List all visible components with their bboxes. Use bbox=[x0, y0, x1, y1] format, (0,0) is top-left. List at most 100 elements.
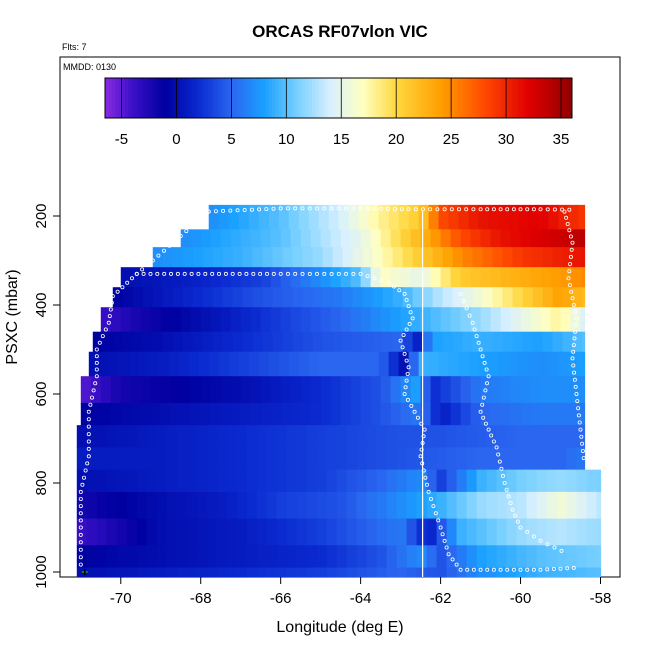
flight-track-point bbox=[189, 224, 194, 229]
heatmap-cell bbox=[230, 376, 242, 404]
heatmap-cell bbox=[406, 447, 418, 471]
heatmap-cell bbox=[186, 425, 198, 448]
heatmap-cell bbox=[226, 567, 238, 578]
heatmap-cell bbox=[476, 545, 488, 569]
heatmap-cell bbox=[126, 469, 138, 493]
heatmap-cell bbox=[428, 351, 440, 377]
heatmap-cell bbox=[460, 402, 472, 426]
flight-track-point bbox=[78, 540, 83, 545]
heatmap-cell bbox=[462, 247, 474, 268]
flight-track-point bbox=[433, 511, 438, 516]
flight-track-point bbox=[571, 363, 576, 368]
flight-track-point bbox=[538, 567, 543, 572]
heatmap-cell bbox=[386, 491, 398, 520]
flight-track-point bbox=[196, 271, 201, 276]
heatmap-cell bbox=[242, 247, 254, 268]
flight-track-point bbox=[456, 207, 461, 212]
heatmap-cell bbox=[250, 376, 262, 404]
heatmap-cell bbox=[220, 376, 232, 404]
heatmap-cell bbox=[156, 447, 168, 471]
flight-track-point bbox=[115, 289, 120, 294]
heatmap-cell bbox=[106, 518, 118, 546]
heatmap-cell bbox=[308, 204, 320, 230]
heatmap-cell bbox=[312, 331, 324, 353]
heatmap-cell bbox=[456, 425, 468, 448]
heatmap-cell bbox=[100, 307, 112, 333]
heatmap-cell bbox=[280, 307, 292, 333]
heatmap-cell bbox=[406, 425, 418, 448]
heatmap-cell bbox=[166, 518, 178, 546]
heatmap-cell bbox=[220, 402, 232, 426]
flight-track-point bbox=[518, 207, 523, 212]
flight-track-point bbox=[406, 304, 411, 309]
heatmap-cell bbox=[176, 469, 188, 493]
heatmap-cell bbox=[446, 469, 458, 493]
colorbar-segment bbox=[455, 78, 460, 118]
heatmap-cell bbox=[196, 518, 208, 546]
heatmap-cell bbox=[560, 267, 572, 288]
flight-track-point bbox=[91, 388, 96, 393]
heatmap-cell bbox=[482, 331, 494, 353]
y-tick-label: 600 bbox=[33, 381, 50, 406]
heatmap-cell bbox=[430, 267, 442, 288]
heatmap-cell bbox=[266, 469, 278, 493]
flight-track-point bbox=[237, 271, 242, 276]
colorbar-tick-label: 30 bbox=[498, 131, 515, 148]
colorbar-segment bbox=[488, 78, 493, 118]
heatmap-cell bbox=[526, 545, 538, 569]
flight-track-point bbox=[402, 351, 407, 356]
heatmap-cell bbox=[436, 469, 448, 493]
heatmap-cell bbox=[266, 545, 278, 569]
heatmap-cell bbox=[596, 567, 602, 578]
heatmap-cell bbox=[232, 331, 244, 353]
flight-track-point bbox=[379, 278, 384, 283]
flight-track-point bbox=[579, 434, 584, 439]
heatmap-cell bbox=[576, 447, 586, 471]
heatmap-cell bbox=[452, 247, 464, 268]
colorbar-segment bbox=[468, 78, 473, 118]
flight-track-point bbox=[94, 360, 99, 365]
heatmap-cell bbox=[596, 518, 602, 546]
heatmap-cell bbox=[76, 469, 88, 493]
heatmap-cell bbox=[150, 267, 162, 288]
heatmap-cell bbox=[456, 469, 468, 493]
flight-track-point bbox=[478, 409, 483, 414]
heatmap-cell bbox=[396, 567, 408, 578]
flight-track-point bbox=[531, 534, 536, 539]
date-note: MMDD: 0130 bbox=[63, 62, 116, 72]
heatmap-cell bbox=[250, 267, 262, 288]
heatmap-cell bbox=[280, 376, 292, 404]
heatmap-cell bbox=[180, 402, 192, 426]
heatmap-cell bbox=[400, 402, 412, 426]
colorbar-segment bbox=[368, 78, 373, 118]
flight-track-point bbox=[206, 209, 211, 214]
heatmap-cell bbox=[462, 287, 474, 308]
heatmap-cell bbox=[146, 469, 158, 493]
heatmap-cell bbox=[86, 425, 98, 448]
flight-track-point bbox=[78, 532, 83, 537]
heatmap-cell bbox=[536, 491, 548, 520]
heatmap-cell bbox=[496, 469, 508, 493]
heatmap-cell bbox=[356, 425, 368, 448]
flight-track-point bbox=[423, 475, 428, 480]
flight-track-point bbox=[235, 208, 240, 213]
heatmap-cell bbox=[566, 545, 578, 569]
heatmap-cell bbox=[296, 425, 308, 448]
flight-track-point bbox=[525, 529, 530, 534]
colorbar-segment bbox=[145, 78, 149, 118]
heatmap-cell bbox=[516, 447, 528, 471]
heatmap-cell bbox=[308, 351, 320, 377]
flight-track-point bbox=[531, 567, 536, 572]
heatmap-cell bbox=[122, 331, 134, 353]
heatmap-cell bbox=[486, 518, 498, 546]
heatmap-cell bbox=[270, 402, 282, 426]
colorbar-segment bbox=[418, 78, 423, 118]
heatmap-cell bbox=[260, 229, 272, 248]
heatmap-cell bbox=[506, 447, 518, 471]
heatmap-cell bbox=[532, 287, 544, 308]
heatmap-cell bbox=[142, 331, 154, 353]
heatmap-cell bbox=[110, 307, 122, 333]
flight-track-point bbox=[358, 271, 363, 276]
heatmap-cell bbox=[576, 545, 588, 569]
heatmap-cell bbox=[440, 402, 452, 426]
